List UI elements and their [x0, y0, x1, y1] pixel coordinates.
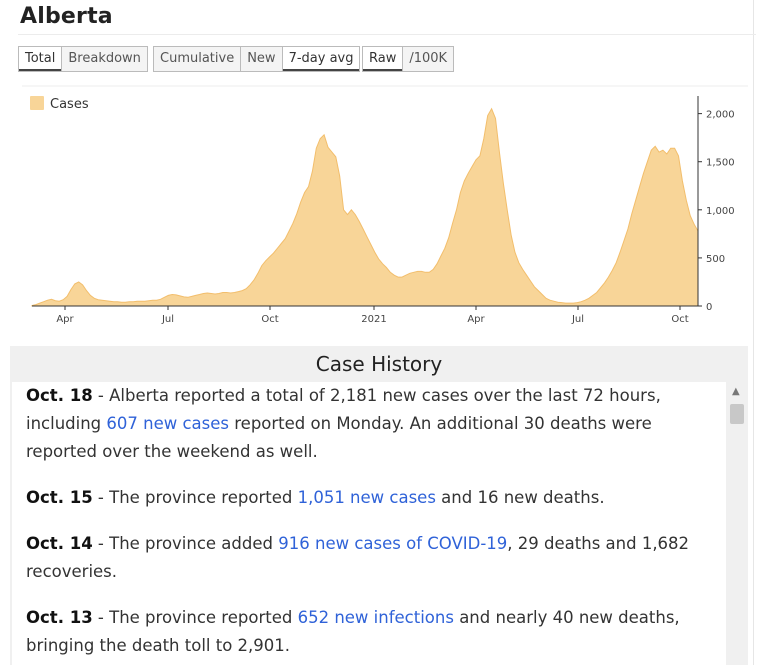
- entry-link[interactable]: 916 new cases of COVID-19: [278, 534, 508, 553]
- x-tick-label: Jul: [571, 314, 584, 325]
- entry-text: reported on Monday. An additional 30 dea…: [26, 414, 652, 461]
- entry-date: Oct. 14: [26, 534, 93, 553]
- case-history-title: Case History: [315, 352, 443, 376]
- history-scrollbar[interactable]: ▲: [728, 382, 746, 665]
- x-tick-label: Oct: [671, 314, 688, 325]
- seven-day-avg-button[interactable]: 7-day avg: [281, 47, 360, 71]
- case-history-list[interactable]: Oct. 18 - Alberta reported a total of 2,…: [12, 382, 726, 665]
- new-button[interactable]: New: [240, 47, 282, 71]
- scroll-up-arrow-icon[interactable]: ▲: [732, 386, 740, 397]
- entry-link[interactable]: 607 new cases: [106, 414, 230, 433]
- region-panel: Alberta Total Breakdown Cumulative New 7…: [10, 0, 756, 665]
- title-divider: [18, 34, 756, 35]
- entry-text: and 16 new deaths.: [435, 488, 605, 507]
- entry-text: - The province reported: [92, 488, 298, 507]
- y-tick-label: 500: [706, 254, 725, 265]
- history-entry: Oct. 14 - The province added 916 new cas…: [26, 530, 716, 586]
- entry-date: Oct. 13: [26, 608, 93, 627]
- x-tick-label: Jul: [161, 314, 174, 325]
- breakdown-button[interactable]: Breakdown: [61, 47, 147, 71]
- cases-chart: Cases Apr Jul Oct 2021 Apr Jul Oct 0 500 1,000 1,5…: [22, 85, 748, 325]
- entry-text: - The province added: [92, 534, 279, 553]
- entry-text: - The province reported: [92, 608, 298, 627]
- cases-area-series: [31, 107, 699, 307]
- cumulative-button[interactable]: Cumulative: [154, 47, 241, 71]
- x-tick-label: Oct: [261, 314, 278, 325]
- entry-link[interactable]: 652 new infections: [297, 608, 454, 627]
- entry-text: and nearly 40 new deaths, bringing the d…: [26, 608, 680, 655]
- y-tick-label: 2,000: [706, 110, 735, 121]
- y-tick-label: 1,000: [706, 206, 735, 217]
- legend-label: Cases: [50, 97, 89, 112]
- history-entry: Oct. 15 - The province reported 1,051 ne…: [26, 484, 716, 512]
- legend-swatch: [30, 96, 44, 110]
- x-tick-label: Apr: [56, 314, 74, 325]
- y-tick-label: 0: [706, 302, 712, 313]
- history-entry: Oct. 13 - The province reported 652 new …: [26, 604, 716, 660]
- entry-text: , 29 deaths and 1,682 recoveries.: [26, 534, 690, 581]
- history-entry: Oct. 18 - Alberta reported a total of 2,…: [26, 382, 716, 466]
- mode-toggle-group: Cumulative New 7-day avg: [153, 46, 361, 72]
- x-tick-label: 2021: [361, 314, 386, 325]
- entry-text: - Alberta reported a total of 2,181 new …: [26, 386, 661, 433]
- scroll-thumb[interactable]: [730, 404, 744, 424]
- case-history-section: Case History Oct. 18 - Alberta reported …: [10, 346, 748, 665]
- page-title: Alberta: [20, 4, 113, 29]
- entry-link[interactable]: 1,051 new cases: [297, 488, 436, 507]
- x-tick-label: Apr: [467, 314, 485, 325]
- scale-toggle-group: Raw /100K: [362, 46, 455, 72]
- entry-date: Oct. 15: [26, 488, 93, 507]
- y-tick-label: 1,500: [706, 158, 735, 169]
- total-button[interactable]: Total: [19, 47, 62, 71]
- entry-date: Oct. 18: [26, 386, 93, 405]
- raw-button[interactable]: Raw: [363, 47, 403, 71]
- per-100k-button[interactable]: /100K: [402, 47, 454, 71]
- view-toggle-group: Total Breakdown: [18, 46, 148, 72]
